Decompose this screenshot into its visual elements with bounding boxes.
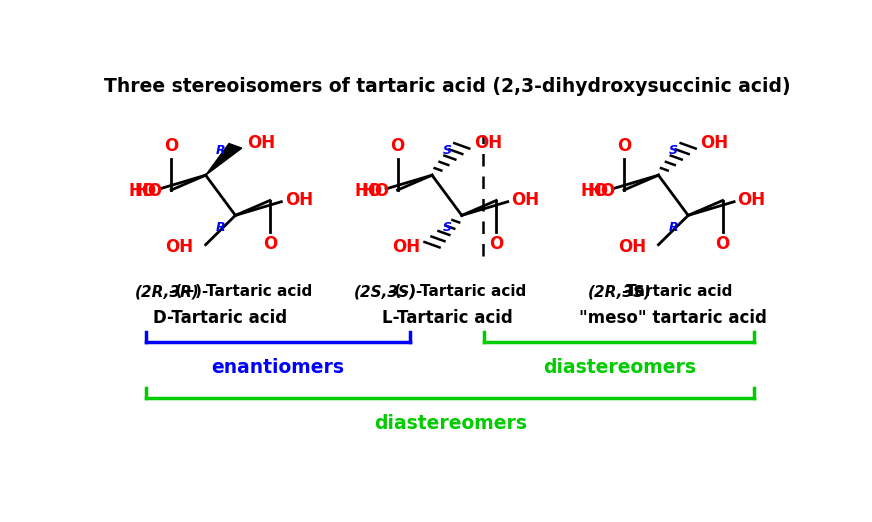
Text: diastereomers: diastereomers <box>542 358 696 377</box>
Text: OH: OH <box>618 238 646 256</box>
Text: O: O <box>164 137 178 155</box>
Text: R: R <box>215 221 225 234</box>
Text: -(–)-Tartaric acid: -(–)-Tartaric acid <box>388 284 527 299</box>
Text: OH: OH <box>511 191 539 209</box>
Text: (2R,3S): (2R,3S) <box>588 284 651 299</box>
Text: O: O <box>262 235 277 254</box>
Text: O: O <box>716 235 730 254</box>
Text: S: S <box>669 144 678 157</box>
Text: O: O <box>391 137 405 155</box>
Text: OH: OH <box>284 191 313 209</box>
Text: (2S,3S): (2S,3S) <box>354 284 418 299</box>
Text: -(+)-Tartaric acid: -(+)-Tartaric acid <box>169 284 312 299</box>
Text: -Tartaric acid: -Tartaric acid <box>622 284 732 299</box>
Text: HO: HO <box>355 182 383 200</box>
Text: OH: OH <box>738 191 766 209</box>
Text: S: S <box>442 144 452 157</box>
Text: HO: HO <box>361 182 390 200</box>
Text: enantiomers: enantiomers <box>211 358 344 377</box>
Text: diastereomers: diastereomers <box>374 414 527 433</box>
Text: HO: HO <box>581 182 609 200</box>
Text: (2R,3R): (2R,3R) <box>134 284 200 299</box>
Text: OH: OH <box>166 238 194 256</box>
Text: R: R <box>215 144 225 157</box>
Text: O: O <box>617 137 631 155</box>
Text: HO: HO <box>588 182 616 200</box>
Text: D-Tartaric acid: D-Tartaric acid <box>153 309 288 327</box>
Text: S: S <box>442 221 452 234</box>
Text: OH: OH <box>474 135 502 152</box>
Text: Three stereoisomers of tartaric acid (2,3-dihydroxysuccinic acid): Three stereoisomers of tartaric acid (2,… <box>104 77 790 96</box>
Text: OH: OH <box>248 135 276 152</box>
Text: HO: HO <box>135 182 163 200</box>
Text: OH: OH <box>392 238 420 256</box>
Text: "meso" tartaric acid: "meso" tartaric acid <box>579 309 767 327</box>
Text: R: R <box>669 221 678 234</box>
Text: HO: HO <box>128 182 156 200</box>
Text: L-Tartaric acid: L-Tartaric acid <box>382 309 512 327</box>
Text: OH: OH <box>700 135 728 152</box>
Polygon shape <box>206 144 242 175</box>
Text: O: O <box>489 235 503 254</box>
